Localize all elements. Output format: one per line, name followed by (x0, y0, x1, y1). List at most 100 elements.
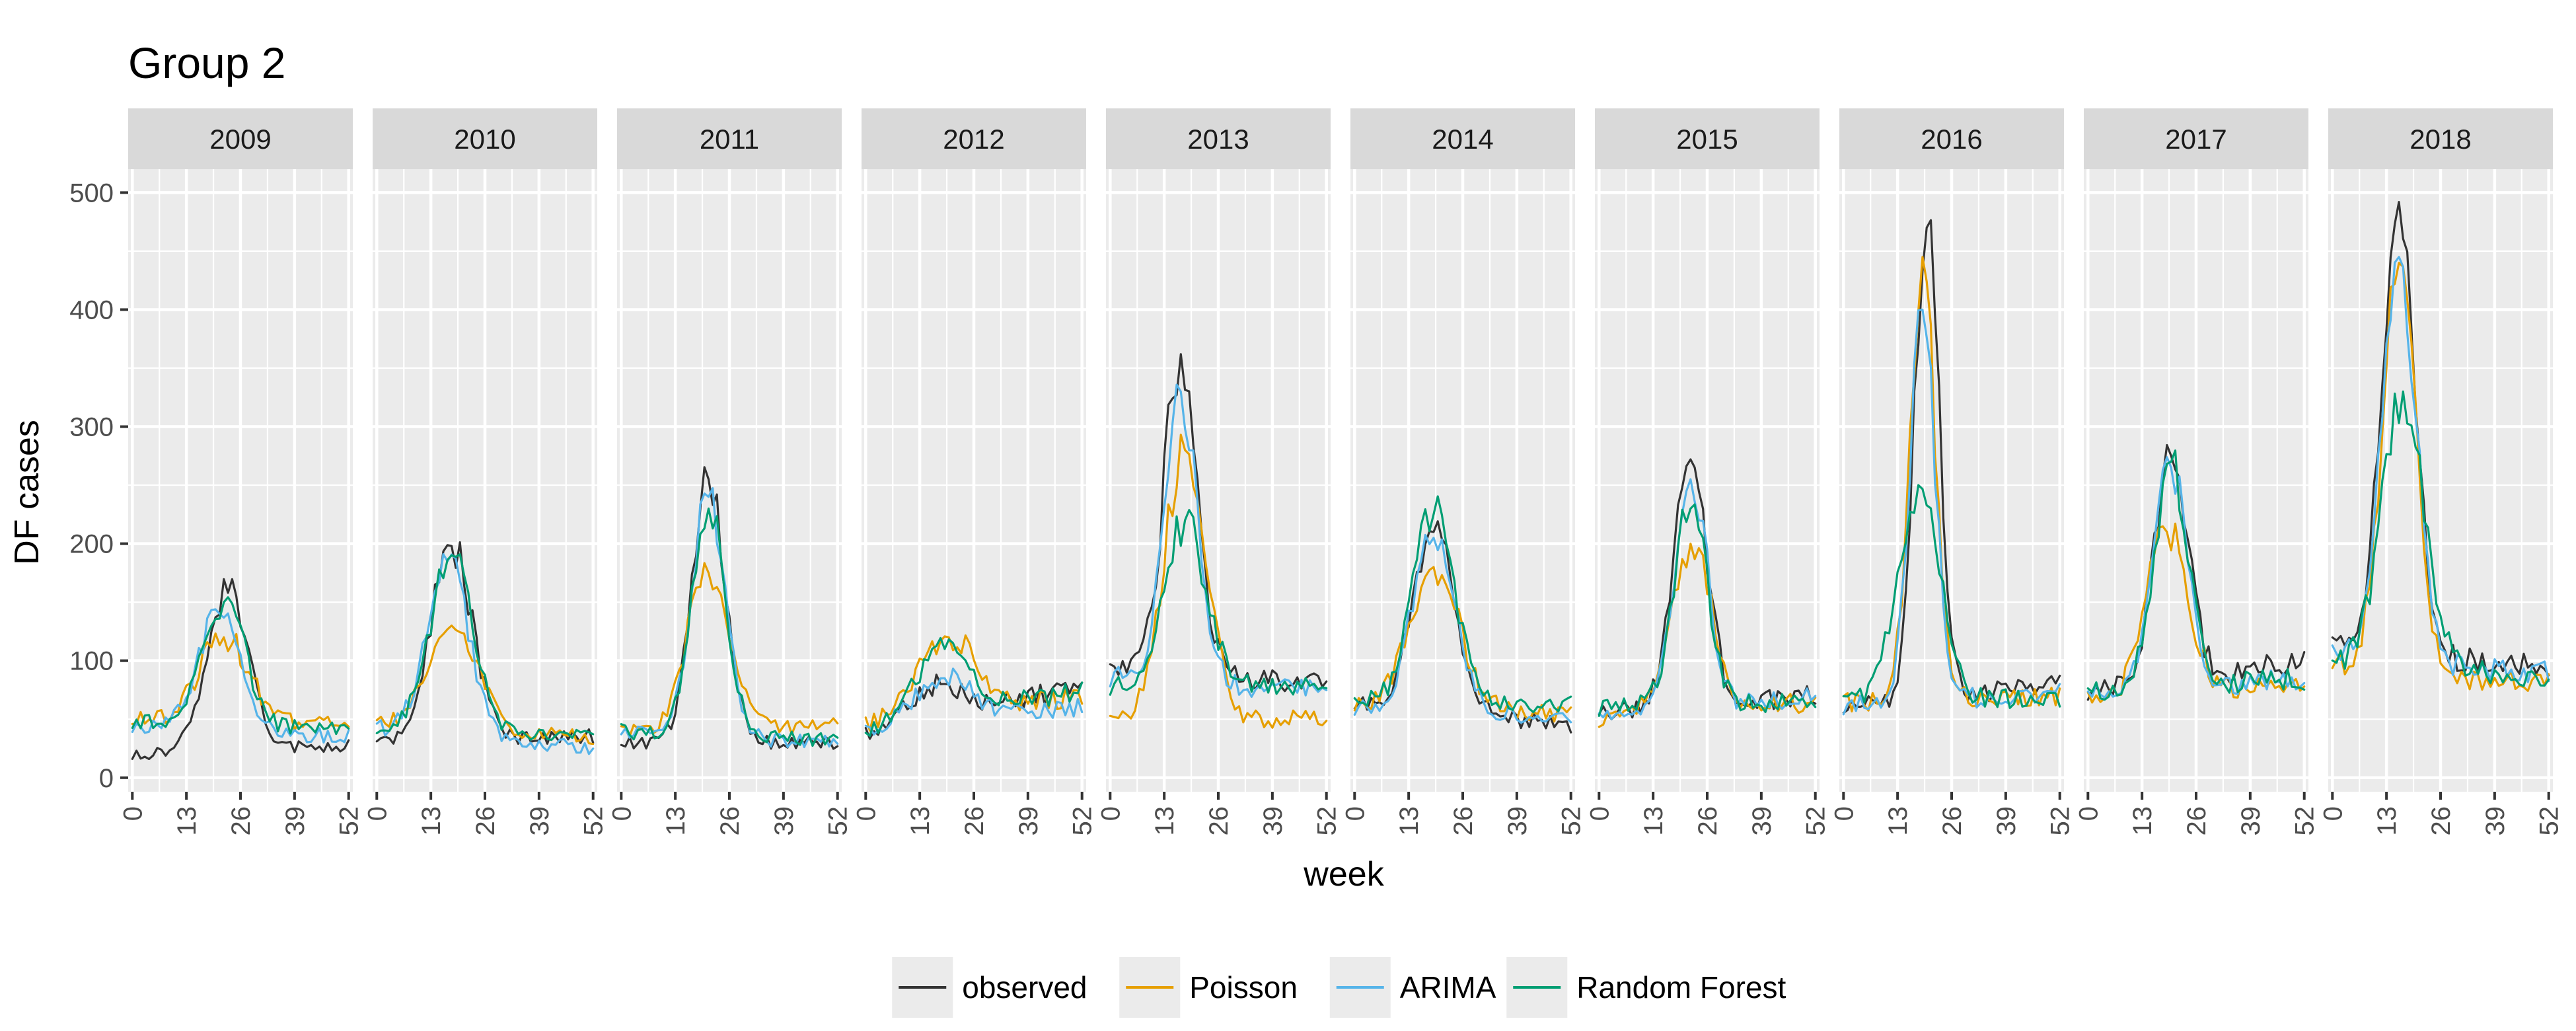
strip-label: 2012 (943, 124, 1004, 155)
strip-2014 (1350, 108, 1575, 169)
chart-title: Group 2 (128, 38, 285, 87)
y-tick-label: 500 (69, 178, 114, 208)
strip-2010 (373, 108, 597, 169)
panel-2009: 2009 0 13 26 39 52 (118, 108, 364, 836)
series-line-random-forest (1598, 503, 1817, 717)
series-line-random-forest (864, 636, 1084, 737)
strip-label: 2017 (2165, 124, 2226, 155)
strip-label: 2011 (700, 124, 759, 155)
y-axis: 0 100 200 300 400 500 (69, 178, 128, 793)
strip-2013 (1106, 108, 1331, 169)
x-tick-label: 39 (2236, 806, 2265, 836)
series-line-random-forest (1109, 509, 1328, 696)
series-line-random-forest (2331, 390, 2550, 687)
strip-label: 2018 (2410, 124, 2471, 155)
x-tick-label: 26 (1938, 806, 1967, 836)
x-tick-label: 0 (2074, 806, 2103, 821)
x-tick-label: 39 (770, 806, 799, 836)
x-tick-label: 39 (1014, 806, 1043, 836)
x-tick-label: 13 (1884, 806, 1913, 836)
x-tick-label: 13 (1639, 806, 1668, 836)
x-tick-label: 26 (1449, 806, 1478, 836)
x-tick-label: 13 (172, 806, 202, 836)
x-tick-label: 52 (2291, 806, 2320, 836)
x-tick-label: 39 (281, 806, 310, 836)
strip-2018 (2328, 108, 2553, 169)
x-tick-label: 0 (2318, 806, 2347, 821)
x-tick-label: 39 (525, 806, 554, 836)
y-tick-label: 0 (99, 764, 114, 793)
series-line-arima (1109, 383, 1328, 698)
legend: observed Poisson ARIMA Random Forest (892, 957, 1786, 1018)
x-tick-label: 13 (1150, 806, 1179, 836)
series-line-poisson (2331, 262, 2550, 692)
series-line-random-forest (2086, 449, 2306, 701)
legend-label: Random Forest (1576, 970, 1786, 1005)
series-line-arima (1842, 308, 2061, 716)
panel-2015: 2015 0 13 26 39 52 (1585, 108, 1831, 836)
strip-label: 2016 (1921, 124, 1982, 155)
strip-label: 2009 (209, 124, 271, 155)
x-tick-label: 39 (1259, 806, 1288, 836)
panel-2013: 2013 0 13 26 39 52 (1096, 108, 1342, 836)
series-line-arima (864, 668, 1084, 736)
legend-label: Poisson (1189, 970, 1298, 1005)
x-tick-label: 52 (1313, 806, 1342, 836)
panel-2011: 2011 0 13 26 39 52 (607, 108, 853, 836)
strip-label: 2014 (1432, 124, 1493, 155)
strip-2012 (862, 108, 1086, 169)
series-line-random-forest (1353, 495, 1572, 714)
x-tick-label: 13 (2373, 806, 2402, 836)
y-tick-label: 100 (69, 647, 114, 676)
x-tick-label: 0 (118, 806, 147, 821)
x-tick-label: 26 (716, 806, 745, 836)
y-axis-title: DF cases (8, 420, 46, 565)
panel-2010: 2010 0 13 26 39 52 (363, 108, 608, 836)
strip-2009 (128, 108, 353, 169)
strip-2011 (617, 108, 842, 169)
series-line-random-forest (1842, 484, 2061, 709)
x-tick-label: 26 (227, 806, 256, 836)
legend-item-random-forest: Random Forest (1506, 957, 1786, 1018)
series-line-random-forest (620, 507, 839, 747)
panel-2016: 2016 0 13 26 39 52 (1829, 108, 2075, 836)
x-tick-label: 39 (1748, 806, 1777, 836)
x-tick-label: 0 (607, 806, 636, 821)
x-tick-label: 13 (1395, 806, 1424, 836)
x-tick-label: 52 (2046, 806, 2075, 836)
x-tick-label: 0 (1585, 806, 1614, 821)
x-tick-label: 52 (824, 806, 853, 836)
series-line-arima (375, 553, 595, 755)
series-line-observed (1353, 520, 1572, 734)
x-tick-label: 26 (471, 806, 500, 836)
x-tick-label: 52 (1802, 806, 1831, 836)
strip-2015 (1595, 108, 1820, 169)
legend-label: ARIMA (1400, 970, 1496, 1005)
series-line-arima (620, 487, 839, 749)
series-line-arima (1353, 533, 1572, 724)
series-line-random-forest (131, 596, 350, 736)
y-tick-label: 200 (69, 530, 114, 559)
panel-2018: 2018 0 13 26 39 52 (2318, 108, 2564, 836)
series-line-arima (2331, 256, 2550, 683)
x-tick-label: 13 (661, 806, 690, 836)
x-tick-label: 52 (335, 806, 364, 836)
series-line-observed (1109, 353, 1328, 693)
series-line-observed (2331, 201, 2550, 677)
x-tick-label: 0 (852, 806, 881, 821)
x-tick-label: 52 (579, 806, 608, 836)
x-axis-title: week (1303, 855, 1384, 894)
x-tick-label: 26 (2182, 806, 2211, 836)
x-tick-label: 52 (1068, 806, 1097, 836)
x-tick-label: 0 (1341, 806, 1370, 821)
series-line-random-forest (375, 553, 595, 742)
x-tick-label: 39 (1503, 806, 1532, 836)
legend-item-observed: observed (892, 957, 1087, 1018)
legend-item-arima: ARIMA (1329, 957, 1496, 1018)
x-tick-label: 52 (1557, 806, 1586, 836)
strip-2016 (1839, 108, 2064, 169)
y-tick-label: 400 (69, 295, 114, 325)
x-tick-label: 26 (2427, 806, 2456, 836)
